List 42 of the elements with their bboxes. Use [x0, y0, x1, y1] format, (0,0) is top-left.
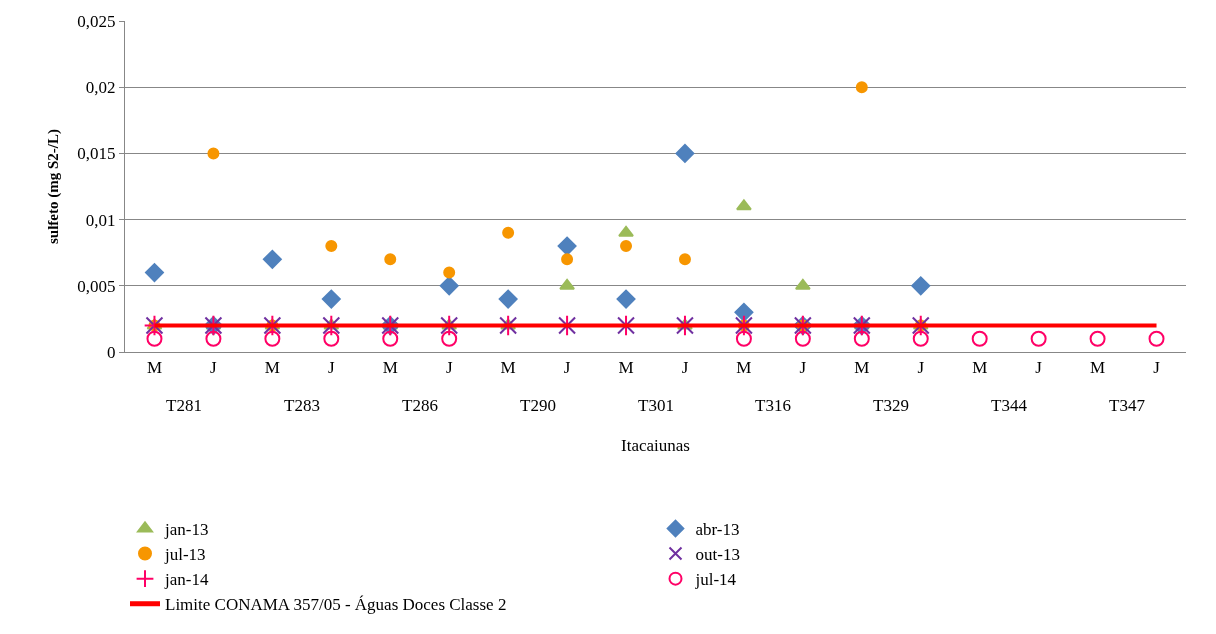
legend-label: Limite CONAMA 357/05 - Águas Doces Classe 2 — [165, 595, 507, 615]
legend-label: jul-14 — [694, 570, 737, 590]
legend-label: out-13 — [695, 545, 740, 565]
x-tick-label: J — [681, 358, 689, 378]
x-tick-label: M — [618, 358, 634, 378]
x-tick-label: J — [799, 358, 807, 378]
x-tick-label: J — [1035, 358, 1043, 378]
x-tick-label: M — [736, 358, 752, 378]
x-tick-label: J — [917, 358, 925, 378]
text: T329 — [873, 396, 909, 415]
x-tick-label: M — [146, 358, 163, 378]
y-tick-label: 0,005 — [77, 276, 116, 296]
x-tick-label: M — [500, 358, 516, 378]
text: T286 — [402, 396, 438, 415]
text: T281 — [166, 396, 202, 415]
x-tick-label: J — [563, 358, 571, 378]
y-tick-label: 0,015 — [77, 144, 116, 164]
x-tick-label: J — [1153, 358, 1161, 378]
x-tick-label: J — [445, 358, 453, 378]
legend-label: jan-14 — [164, 570, 209, 590]
text: T290 — [520, 396, 556, 415]
y-tick-label: 0,02 — [85, 78, 116, 98]
x-tick-label: M — [264, 358, 280, 378]
text: T283 — [284, 396, 320, 415]
text: T344 — [991, 396, 1028, 415]
legend-label: abr-13 — [695, 520, 740, 540]
y-tick-label: 0,01 — [85, 210, 116, 230]
y-tick-label: 0 — [107, 342, 116, 362]
x-tick-label: M — [854, 358, 870, 378]
y-tick-label: 0,025 — [77, 11, 116, 31]
text: T301 — [638, 396, 674, 415]
x-tick-label: J — [328, 358, 335, 378]
y-axis-title: sulfeto (mg S2-/L) — [44, 129, 62, 244]
x-axis-title: Itacaiunas — [621, 435, 690, 455]
x-tick-label: M — [1090, 358, 1106, 378]
text: T347 — [1109, 396, 1146, 415]
legend-label: jan-13 — [164, 520, 209, 540]
x-tick-label: J — [210, 358, 218, 378]
x-tick-label: M — [382, 358, 398, 378]
x-tick-label: M — [972, 358, 988, 378]
legend-label: jul-13 — [164, 545, 206, 565]
text: T316 — [755, 396, 791, 415]
